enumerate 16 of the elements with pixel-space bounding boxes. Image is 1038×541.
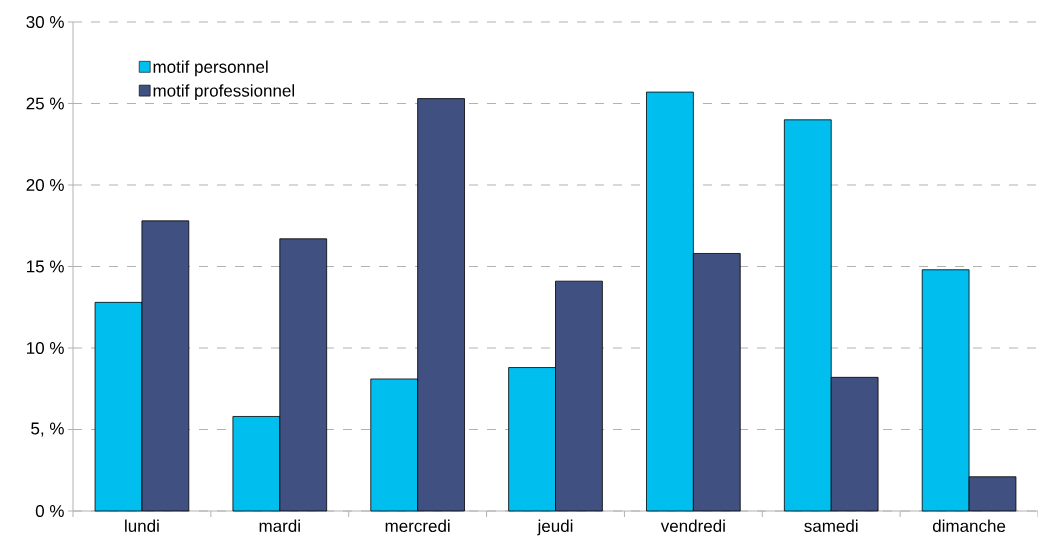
x-tick-label: mercredi [385, 519, 450, 533]
y-tick-label: 25 % [26, 97, 64, 110]
y-tick-label: 20 % [26, 178, 64, 192]
y-tick-label: 30 % [26, 15, 64, 29]
y-tick-label: 0 % [35, 504, 64, 518]
x-tick-label: dimanche [932, 519, 1006, 533]
y-tick-label: 10 % [27, 341, 64, 355]
x-tick-label: lundi [125, 519, 159, 533]
legend-label: motif professionnel [153, 84, 295, 101]
x-tick-label: jeudi [537, 519, 573, 536]
y-tick-label: 5, % [31, 422, 64, 437]
y-tick-label: 15 % [27, 260, 64, 273]
x-tick-label: mardi [259, 519, 300, 533]
x-tick-label: vendredi [660, 519, 725, 533]
legend-label: motif personnel [153, 60, 268, 77]
x-tick-label: samedi [804, 519, 858, 533]
